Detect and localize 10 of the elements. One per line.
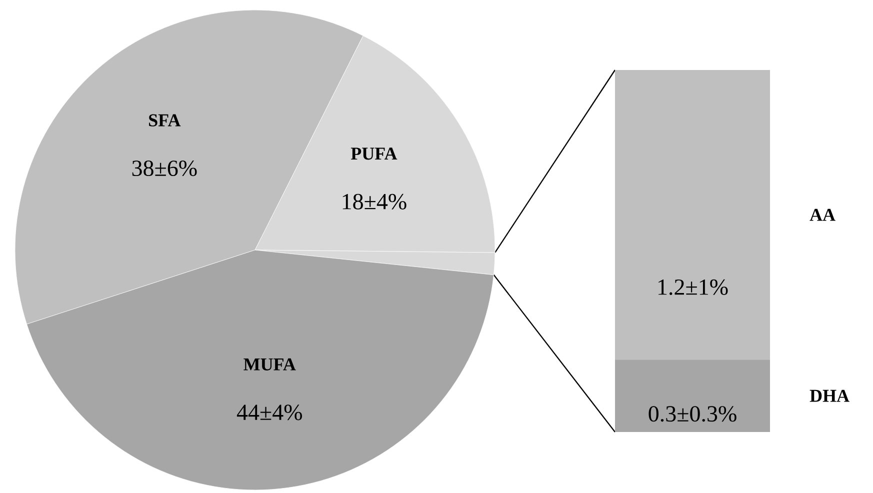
data-label: 18±4% [342,194,406,210]
data-label: 1.2±1% [658,279,728,296]
slice-label: SFA [149,114,181,126]
slice-label: MUFA [244,358,296,370]
data-label: 38±6% [132,160,197,176]
data-label: 44±4% [236,404,302,420]
slice-label: PUFA [350,148,398,160]
data-label: 0.3±0.3% [648,406,736,422]
text: AA [810,208,836,221]
text: DHA [810,390,850,402]
